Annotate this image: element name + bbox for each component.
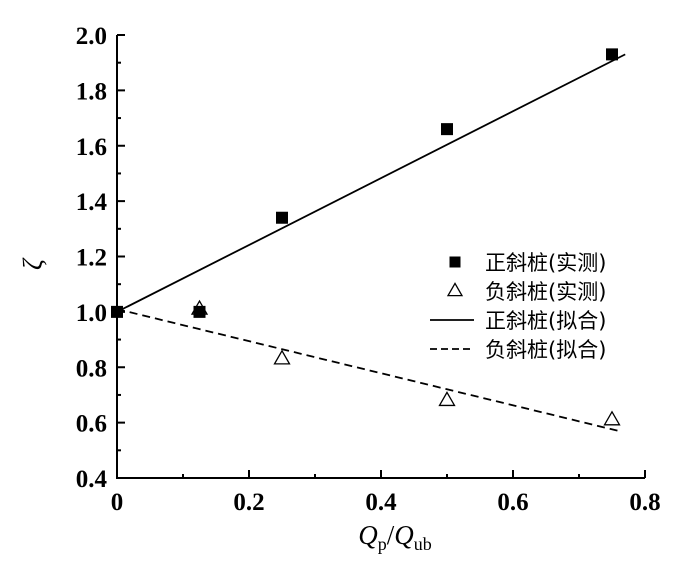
y-tick-label: 2.0 [76,23,107,50]
fit-line [116,53,626,313]
plot-area [111,48,626,432]
legend-square-swatch [449,256,461,268]
y-tick-label: 1.8 [76,78,107,105]
data-point-triangle [190,299,209,315]
y-axis-label: ζ [18,257,48,270]
legend-item: 正斜桩(拟合) [430,309,606,333]
y-axis-ticks: 0.4 0.6 0.8 1.0 1.2 1.4 1.6 1.8 2.0 [76,23,125,493]
x-axis-label: Qp/Qub [358,520,432,554]
x-axis-ticks: 0 0.2 0.4 0.6 0.8 [111,470,661,516]
y-tick-label: 0.4 [76,466,108,493]
x-tick-label: 0 [111,489,124,516]
data-point-square [606,48,618,61]
legend-label: 负斜桩(实测) [485,280,606,304]
y-tick-label: 0.8 [76,355,107,382]
x-label-q1: Q [358,520,378,550]
x-tick-label: 0.2 [233,489,264,516]
x-label-sub-ub: ub [414,534,432,554]
x-label-q2: Q [394,520,414,550]
legend-triangle-swatch [446,282,464,297]
series-line-dashed-undefined [116,308,619,432]
legend-label: 负斜桩(拟合) [485,338,606,362]
y-tick-label: 1.6 [76,134,107,161]
data-point-square [193,305,206,318]
y-tick-label: 0.6 [76,411,107,438]
y-tick-label: 1.0 [76,300,107,327]
legend-item: 负斜桩(拟合) [430,338,606,362]
legend-label: 正斜桩(实测) [485,251,606,275]
data-point-triangle [603,410,621,426]
data-point-triangle [273,349,291,365]
data-point-square [441,123,453,136]
legend: 正斜桩(实测) 负斜桩(实测) 正斜桩(拟合) 负斜桩(拟合) [430,251,606,362]
fit-line [116,308,619,432]
data-point-triangle [438,391,456,407]
legend-item: 正斜桩(实测) [449,251,606,275]
x-tick-label: 0.8 [629,489,660,516]
series-scatter-undefined-open-triangle [190,299,621,426]
x-tick-label: 0.6 [497,489,528,516]
legend-item: 负斜桩(实测) [446,280,606,304]
x-label-sub-p: p [378,534,387,554]
series-line-solid-undefined [116,53,626,313]
x-tick-label: 0.4 [365,489,397,516]
y-tick-label: 1.4 [76,189,108,216]
series-scatter-undefined-filled-square [111,48,618,318]
data-point-square [276,211,288,224]
y-tick-label: 1.2 [76,245,107,272]
legend-label: 正斜桩(拟合) [485,309,606,333]
x-label-slash: / [387,520,395,550]
